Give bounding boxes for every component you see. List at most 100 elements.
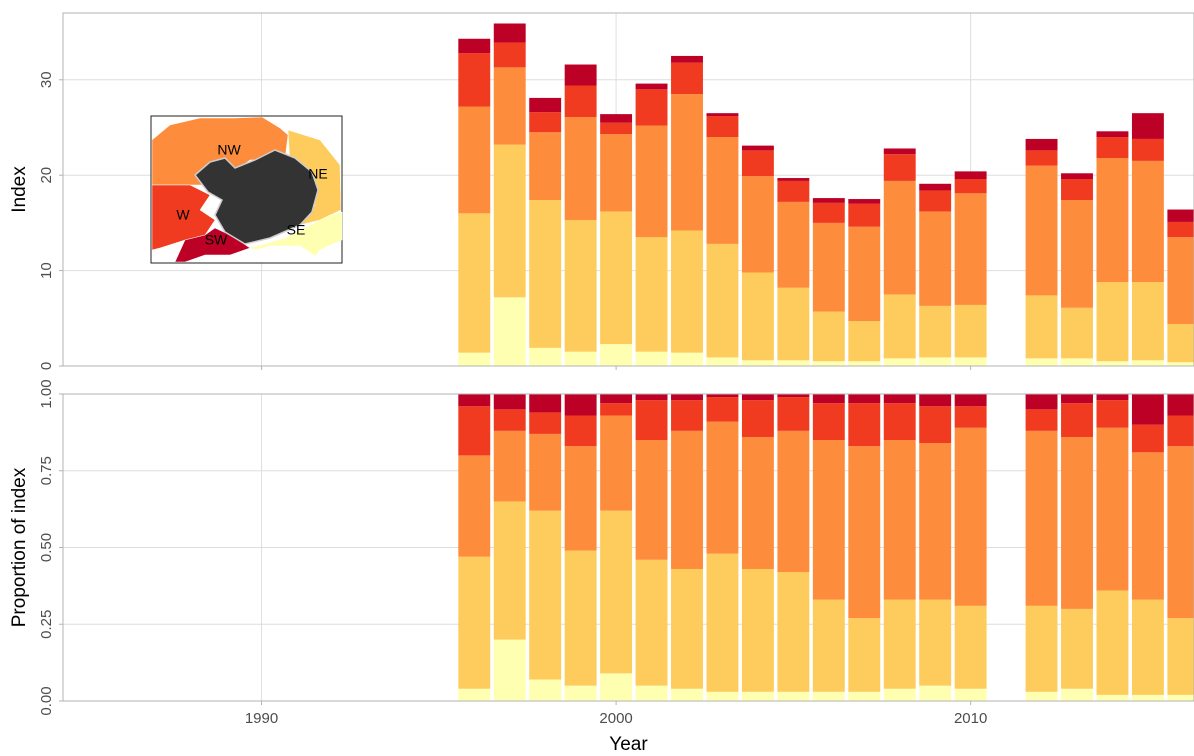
bar-segment	[529, 199, 562, 348]
bar-segment	[564, 446, 597, 551]
bar-segment	[1096, 282, 1129, 362]
bar-segment	[812, 202, 845, 223]
bar-segment	[883, 294, 916, 359]
bar-segment	[1131, 424, 1164, 453]
bar-segment	[1096, 400, 1129, 428]
bar-segment	[1167, 324, 1194, 363]
bar-segment	[1096, 158, 1129, 283]
bar-segment	[1131, 282, 1164, 361]
bar-segment	[812, 361, 845, 366]
bars	[458, 394, 1194, 701]
y-tick-label: 0	[38, 362, 55, 370]
iceland-interior	[193, 149, 319, 245]
bar-segment	[1131, 599, 1164, 695]
bar-segment	[493, 501, 526, 640]
bar-segment	[741, 691, 774, 701]
bar-segment	[1131, 360, 1164, 366]
bar-segment	[741, 400, 774, 437]
bar-segment	[883, 358, 916, 366]
bar-segment	[741, 176, 774, 273]
bar-segment	[671, 430, 703, 569]
bar-segment	[1096, 427, 1129, 591]
bar-segment	[741, 436, 774, 569]
bar-segment	[600, 134, 633, 212]
bar-segment	[493, 297, 526, 366]
bar-segment	[458, 352, 491, 366]
bar-segment	[1096, 394, 1129, 401]
bar-segment	[1131, 138, 1164, 161]
bar-segment	[777, 201, 810, 288]
bar-segment	[706, 691, 739, 701]
bar-segment	[564, 220, 597, 352]
bar-segment	[812, 599, 845, 692]
bar-segment	[954, 193, 987, 305]
bar-segment	[706, 394, 739, 398]
map-label: W	[176, 207, 190, 223]
bar-segment	[635, 400, 668, 441]
bar-segment	[635, 237, 668, 352]
bar-segment	[741, 568, 774, 692]
bar-segment	[812, 691, 845, 701]
map-label: SE	[287, 222, 306, 238]
bar-segment	[848, 394, 881, 404]
y-axis-title: Proportion of index	[9, 467, 30, 627]
x-axis-title: Year	[609, 734, 648, 755]
bar-segment	[1131, 694, 1164, 701]
bar-segment	[1167, 694, 1194, 701]
y-tick-label: 0.00	[38, 686, 55, 715]
bar-segment	[706, 116, 739, 138]
bar-segment	[1061, 688, 1093, 701]
bar-segment	[848, 226, 881, 322]
bar-segment	[1167, 394, 1194, 416]
bar-segment	[671, 568, 703, 689]
bar-segment	[706, 137, 739, 244]
bar-segment	[635, 559, 668, 686]
bar-segment	[635, 89, 668, 126]
bar-segment	[1025, 150, 1058, 166]
bar-segment	[600, 344, 633, 366]
bar-segment	[1096, 131, 1129, 138]
bar-segment	[1061, 394, 1093, 404]
bar-segment	[919, 183, 952, 191]
bar-segment	[600, 211, 633, 345]
bar-segment	[458, 455, 491, 557]
bar-segment	[1025, 409, 1058, 431]
bar-segment	[1167, 415, 1194, 447]
bar-segment	[458, 106, 491, 214]
bar-segment	[600, 122, 633, 135]
bar-segment	[954, 688, 987, 701]
bar-segment	[635, 440, 668, 560]
bar-segment	[954, 427, 987, 606]
bar-segment	[1025, 138, 1058, 151]
bar-segment	[1061, 307, 1093, 359]
x-tick-label: 2010	[954, 710, 987, 727]
bar-segment	[848, 321, 881, 362]
bar-segment	[458, 394, 491, 407]
bars	[458, 23, 1194, 366]
bar-segment	[848, 361, 881, 366]
bar-segment	[1025, 295, 1058, 359]
y-tick-label: 0.50	[38, 533, 55, 562]
bar-segment	[600, 394, 633, 404]
bar-segment	[777, 691, 810, 701]
bar-segment	[529, 679, 562, 701]
bar-segment	[848, 446, 881, 619]
bar-segment	[919, 357, 952, 366]
bar-segment	[564, 415, 597, 447]
bar-segment	[635, 83, 668, 90]
bar-segment	[706, 553, 739, 692]
bar-segment	[919, 406, 952, 444]
bar-segment	[812, 222, 845, 312]
bar-segment	[883, 154, 916, 181]
bar-segment	[883, 394, 916, 404]
bar-segment	[919, 685, 952, 701]
bar-segment	[671, 230, 703, 353]
bar-segment	[741, 394, 774, 401]
bar-segment	[458, 406, 491, 456]
bar-segment	[458, 38, 491, 54]
bar-segment	[883, 148, 916, 155]
bar-segment	[706, 357, 739, 366]
bar-segment	[777, 360, 810, 366]
map-label: NW	[217, 142, 241, 158]
bar-segment	[883, 403, 916, 441]
